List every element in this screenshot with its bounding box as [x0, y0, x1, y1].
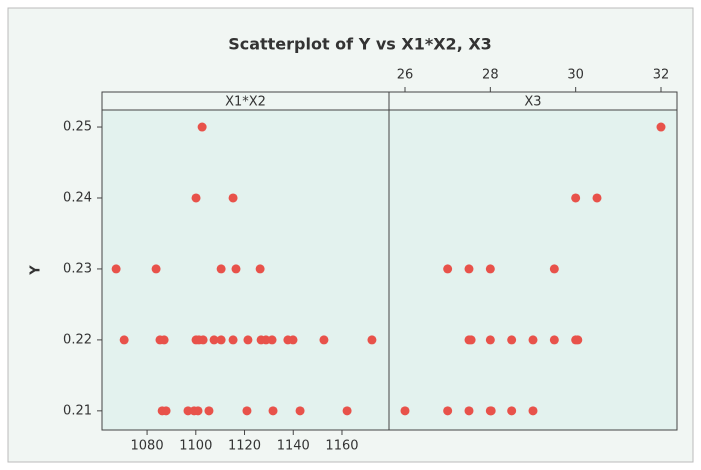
point — [231, 264, 240, 273]
x-tick-label: 1140 — [277, 439, 310, 454]
point — [467, 335, 476, 344]
point — [550, 335, 559, 344]
point — [269, 406, 278, 415]
point — [443, 264, 452, 273]
point — [193, 406, 202, 415]
y-tick-label: 0.24 — [63, 190, 92, 205]
page: {"chart_data": { "type": "scatter", "tit… — [0, 0, 701, 470]
point — [296, 406, 305, 415]
point — [229, 193, 238, 202]
point — [529, 406, 538, 415]
point — [192, 193, 201, 202]
point — [657, 123, 666, 132]
point — [217, 335, 226, 344]
x-tick-label: 1120 — [228, 439, 261, 454]
point — [465, 264, 474, 273]
x-tick-label: 1080 — [131, 439, 164, 454]
x-tick-label: 26 — [397, 68, 414, 83]
point — [465, 406, 474, 415]
x-tick-label: 28 — [482, 68, 499, 83]
point — [319, 335, 328, 344]
point — [529, 335, 538, 344]
point — [162, 406, 171, 415]
point — [507, 406, 516, 415]
point — [593, 193, 602, 202]
point — [199, 335, 208, 344]
point — [550, 264, 559, 273]
point — [486, 264, 495, 273]
chart-title: Scatterplot of Y vs X1*X2, X3 — [228, 35, 492, 54]
point — [401, 406, 410, 415]
point — [443, 406, 452, 415]
point — [486, 335, 495, 344]
panel-area — [389, 110, 677, 430]
point — [152, 264, 161, 273]
point — [160, 335, 169, 344]
point — [256, 264, 265, 273]
point — [242, 406, 251, 415]
chart: Scatterplot of Y vs X1*X2, X3 Y X1*X2 108… — [0, 0, 701, 470]
panel-area — [102, 110, 389, 430]
point — [268, 335, 277, 344]
point — [120, 335, 129, 344]
y-tick-label: 0.23 — [63, 261, 92, 276]
point — [507, 335, 516, 344]
point — [204, 406, 213, 415]
point — [289, 335, 298, 344]
strip-label: X1*X2 — [225, 95, 266, 110]
point — [217, 264, 226, 273]
point — [487, 406, 496, 415]
point — [367, 335, 376, 344]
point — [112, 264, 121, 273]
point — [243, 335, 252, 344]
y-axis-label: Y — [29, 265, 44, 276]
point — [571, 193, 580, 202]
strip-label: X3 — [524, 95, 541, 110]
y-tick-label: 0.21 — [63, 403, 92, 418]
x-tick-label: 1100 — [179, 439, 212, 454]
point — [573, 335, 582, 344]
point — [343, 406, 352, 415]
point — [198, 123, 207, 132]
y-tick-label: 0.22 — [63, 332, 92, 347]
x-tick-label: 30 — [567, 68, 584, 83]
y-tick-label: 0.25 — [63, 120, 92, 135]
point — [229, 335, 238, 344]
x-tick-label: 32 — [653, 68, 670, 83]
x-tick-label: 1160 — [325, 439, 358, 454]
